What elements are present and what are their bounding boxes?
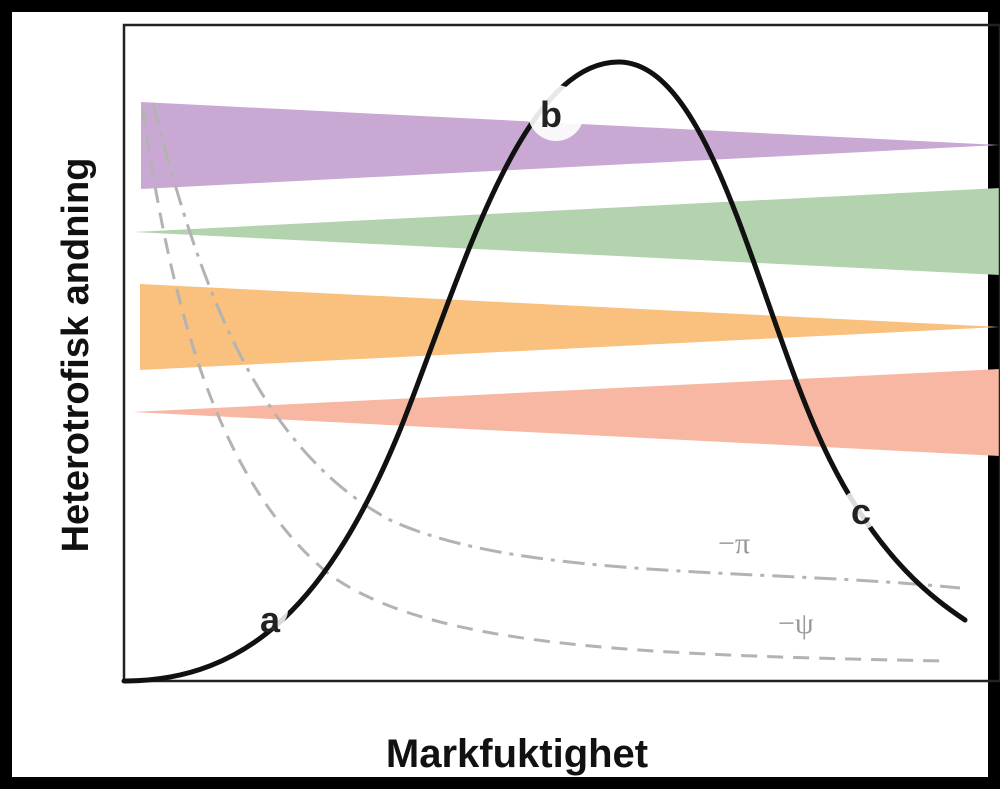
- point-b-halo: [528, 85, 584, 141]
- point-b-label: b: [540, 94, 562, 135]
- point-c-halo: [840, 490, 880, 530]
- green-band: [134, 188, 1000, 275]
- purple-band: [141, 102, 1000, 189]
- y-axis-title: Heterotrofisk andning: [55, 158, 97, 553]
- orange-band: [140, 284, 1000, 370]
- x-axis-title: Markfuktighet: [386, 732, 648, 776]
- point-c-label: c: [851, 491, 871, 532]
- salmon-band: [133, 369, 1000, 456]
- psi-dashed-curve: [141, 109, 946, 663]
- point-a-halo: [248, 590, 288, 630]
- point-a-label: a: [260, 599, 281, 640]
- respiration-curve: [121, 59, 968, 684]
- plot-frame: [122, 23, 1000, 683]
- psi-curve-label: −ψ: [778, 607, 814, 640]
- pi-curve-label: −π: [718, 527, 750, 560]
- pi-dashdot-curve: [151, 102, 961, 590]
